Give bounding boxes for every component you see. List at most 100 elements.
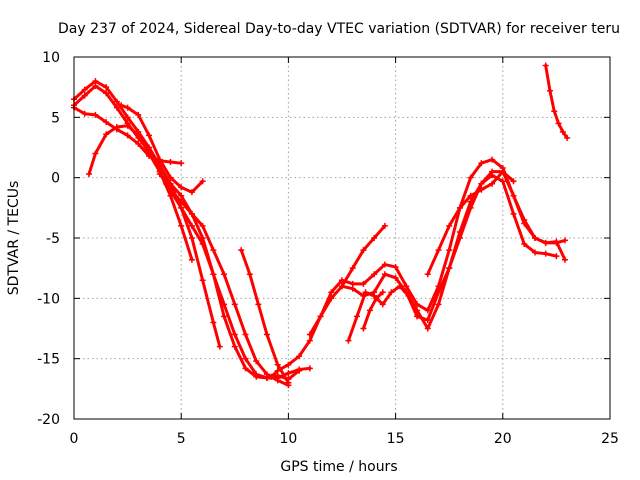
data-point bbox=[489, 172, 496, 179]
data-point bbox=[221, 271, 228, 278]
data-point bbox=[188, 256, 195, 263]
data-point bbox=[396, 283, 403, 290]
data-point bbox=[435, 289, 442, 296]
series-arc-8 bbox=[238, 247, 292, 386]
data-point bbox=[521, 241, 528, 248]
data-point bbox=[81, 86, 88, 93]
data-point bbox=[199, 277, 206, 284]
series-arc-13 bbox=[360, 289, 386, 332]
data-point bbox=[499, 178, 506, 185]
data-point bbox=[221, 313, 228, 320]
data-point bbox=[435, 247, 442, 254]
data-point bbox=[146, 150, 153, 157]
data-point bbox=[499, 168, 506, 175]
data-point bbox=[392, 274, 399, 281]
data-point bbox=[362, 289, 369, 296]
data-point bbox=[156, 156, 163, 163]
series-line bbox=[361, 290, 385, 330]
data-point bbox=[92, 111, 99, 118]
data-point bbox=[231, 301, 238, 308]
data-point bbox=[564, 134, 571, 141]
data-point bbox=[467, 192, 474, 199]
data-point bbox=[210, 247, 217, 254]
data-point bbox=[274, 361, 281, 368]
data-point bbox=[553, 238, 560, 245]
data-point bbox=[86, 171, 93, 178]
data-point bbox=[285, 370, 292, 377]
series-arc-4 bbox=[86, 122, 195, 263]
data-point bbox=[92, 150, 99, 157]
data-point bbox=[559, 128, 566, 135]
data-point bbox=[210, 271, 217, 278]
data-point bbox=[103, 131, 110, 138]
data-point bbox=[124, 114, 131, 121]
data-point bbox=[103, 84, 110, 91]
data-point bbox=[317, 313, 324, 320]
series-line bbox=[544, 63, 569, 140]
x-tick-label: 0 bbox=[70, 431, 79, 447]
data-point bbox=[478, 186, 485, 193]
data-point bbox=[81, 110, 88, 117]
data-point bbox=[274, 367, 281, 374]
data-point bbox=[246, 271, 253, 278]
data-point bbox=[253, 358, 260, 365]
y-tick-label: -5 bbox=[46, 231, 60, 247]
data-point bbox=[188, 189, 195, 196]
data-point bbox=[231, 331, 238, 338]
data-point bbox=[296, 366, 303, 373]
series-line bbox=[346, 173, 558, 343]
x-tick-labels: 0 5 10 15 20 25 bbox=[70, 431, 619, 447]
data-point bbox=[371, 235, 378, 241]
data-point bbox=[296, 353, 303, 360]
series-line bbox=[239, 248, 290, 385]
data-point bbox=[135, 111, 142, 118]
data-point bbox=[456, 204, 463, 211]
series-arc-11 bbox=[345, 172, 560, 344]
data-point bbox=[551, 108, 558, 115]
x-axis-label: GPS time / hours bbox=[280, 459, 397, 475]
data-point bbox=[510, 192, 517, 199]
data-point bbox=[478, 180, 485, 187]
data-point bbox=[306, 337, 313, 344]
data-point bbox=[135, 140, 142, 147]
x-tick-label: 5 bbox=[177, 431, 186, 447]
data-point bbox=[113, 104, 120, 111]
data-point bbox=[146, 132, 153, 139]
series-line bbox=[164, 182, 222, 349]
series-arc-5 bbox=[118, 102, 206, 196]
data-point bbox=[510, 178, 517, 185]
data-point bbox=[510, 210, 517, 217]
y-tick-label: -15 bbox=[37, 352, 60, 368]
data-point bbox=[306, 365, 313, 372]
data-point bbox=[414, 307, 421, 314]
data-point bbox=[199, 235, 206, 241]
data-point bbox=[103, 90, 110, 97]
data-point bbox=[242, 365, 249, 372]
x-tick-label: 15 bbox=[387, 431, 405, 447]
data-point bbox=[285, 361, 292, 368]
data-point bbox=[231, 343, 238, 350]
data-point bbox=[405, 292, 412, 299]
data-point bbox=[124, 122, 131, 129]
data-point bbox=[381, 271, 388, 278]
data-point bbox=[379, 301, 386, 308]
data-point bbox=[178, 160, 185, 167]
data-point bbox=[199, 178, 206, 185]
data-point bbox=[435, 301, 442, 308]
data-point bbox=[424, 325, 431, 332]
data-point bbox=[561, 256, 568, 263]
data-point bbox=[349, 285, 356, 292]
data-point bbox=[467, 198, 474, 205]
data-point bbox=[124, 104, 131, 111]
data-point bbox=[113, 98, 120, 105]
series-line bbox=[426, 170, 567, 276]
data-point bbox=[113, 123, 120, 130]
data-point bbox=[403, 283, 410, 290]
data-point bbox=[381, 261, 388, 268]
x-tick-label: 25 bbox=[601, 431, 619, 447]
data-point bbox=[360, 280, 367, 287]
data-point bbox=[242, 331, 249, 338]
data-point bbox=[92, 82, 99, 89]
data-point bbox=[167, 174, 174, 181]
chart-title: Day 237 of 2024, Sidereal Day-to-day VTE… bbox=[58, 21, 620, 37]
